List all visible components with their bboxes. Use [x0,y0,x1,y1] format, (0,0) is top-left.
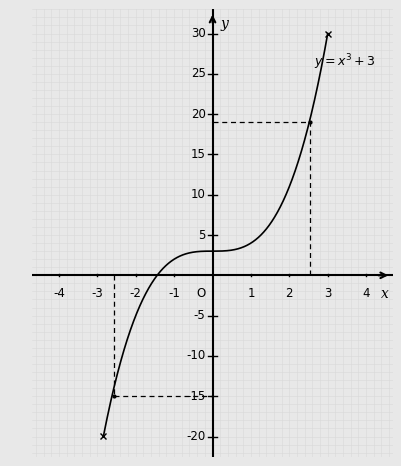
Text: 25: 25 [191,67,206,80]
Text: -4: -4 [53,288,65,301]
Text: 4: 4 [363,288,370,301]
Text: $y = x^3 + 3$: $y = x^3 + 3$ [314,52,375,71]
Text: 15: 15 [191,148,206,161]
Text: x: x [381,288,389,302]
Text: -15: -15 [186,390,206,403]
Text: -5: -5 [194,309,206,322]
Text: -1: -1 [168,288,180,301]
Text: 2: 2 [286,288,293,301]
Text: O: O [196,288,206,301]
Text: 5: 5 [198,228,206,241]
Text: 3: 3 [324,288,331,301]
Text: y: y [220,17,228,31]
Text: 1: 1 [247,288,255,301]
Text: 20: 20 [191,108,206,121]
Text: 10: 10 [191,188,206,201]
Text: -3: -3 [91,288,103,301]
Text: 30: 30 [191,27,206,40]
Text: -20: -20 [186,430,206,443]
Text: -10: -10 [186,350,206,363]
Text: -2: -2 [130,288,142,301]
